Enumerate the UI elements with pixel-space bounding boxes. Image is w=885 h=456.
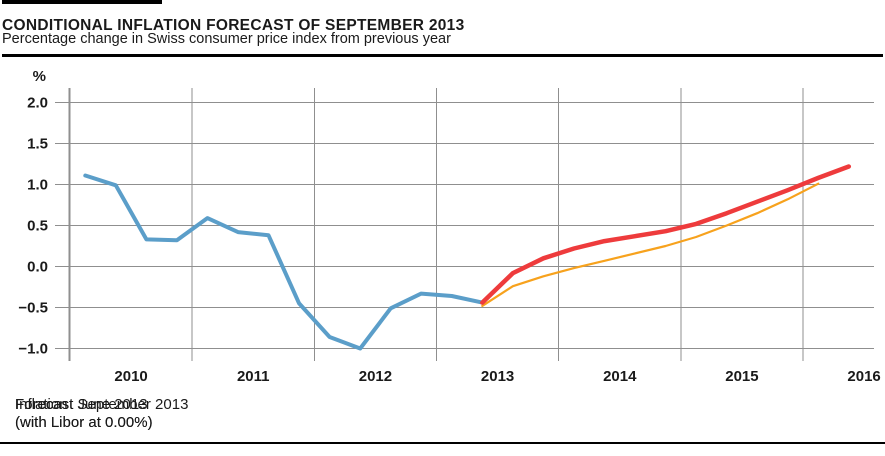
series-line-inflation [83,173,485,351]
y-tick-label: 0.5 [27,218,48,235]
legend-item-inflation: Inflation [0,396,68,414]
legend-label: Forecast June 2013 [15,396,148,413]
y-axis-unit-label: % [33,68,46,85]
legend-item-forecast-june-2013: Forecast June 2013 (with Libor at 0.00%) [0,396,153,431]
legend-item-forecast-september-2013: Forecast September 2013 (with Libor at 0… [0,396,188,431]
y-tick-label: 1.0 [27,177,48,194]
x-tick-label: 2013 [481,368,514,385]
y-tick-label: −1.0 [18,341,48,358]
chart-title: CONDITIONAL INFLATION FORECAST OF SEPTEM… [2,17,465,35]
series-line-forecast-september-2013-with-l [480,164,852,305]
y-tick-label: 1.5 [27,136,48,153]
top-accent-rule [2,0,162,4]
bottom-rule [0,442,885,444]
y-tick-label: 0.0 [27,259,48,276]
legend-label: Forecast September 2013 [15,396,189,413]
series-lines [83,164,852,351]
x-tick-label: 2016 [847,368,880,385]
header-divider [2,54,883,57]
chart-subtitle: Percentage change in Swiss consumer pric… [2,31,451,47]
y-tick-label: −0.5 [18,300,48,317]
x-tick-label: 2014 [603,368,637,385]
y-tick-label: 2.0 [27,95,48,112]
gridlines [55,88,874,361]
legend-label: Inflation [15,396,68,413]
x-tick-label: 2015 [725,368,758,385]
series-line-forecast-june-2013-with-libor- [481,182,820,307]
axis-tick-labels: 2.0 1.5 1.0 0.5 0.0 −0.5 −1.0% 2010 2011 2012 2013… [18,68,880,385]
x-tick-label: 2011 [237,368,270,385]
x-tick-label: 2010 [114,368,147,385]
x-tick-label: 2012 [359,368,392,385]
legend-sublabel: (with Libor at 0.00%) [15,413,153,431]
legend-sublabel: (with Libor at 0.00%) [15,413,153,431]
